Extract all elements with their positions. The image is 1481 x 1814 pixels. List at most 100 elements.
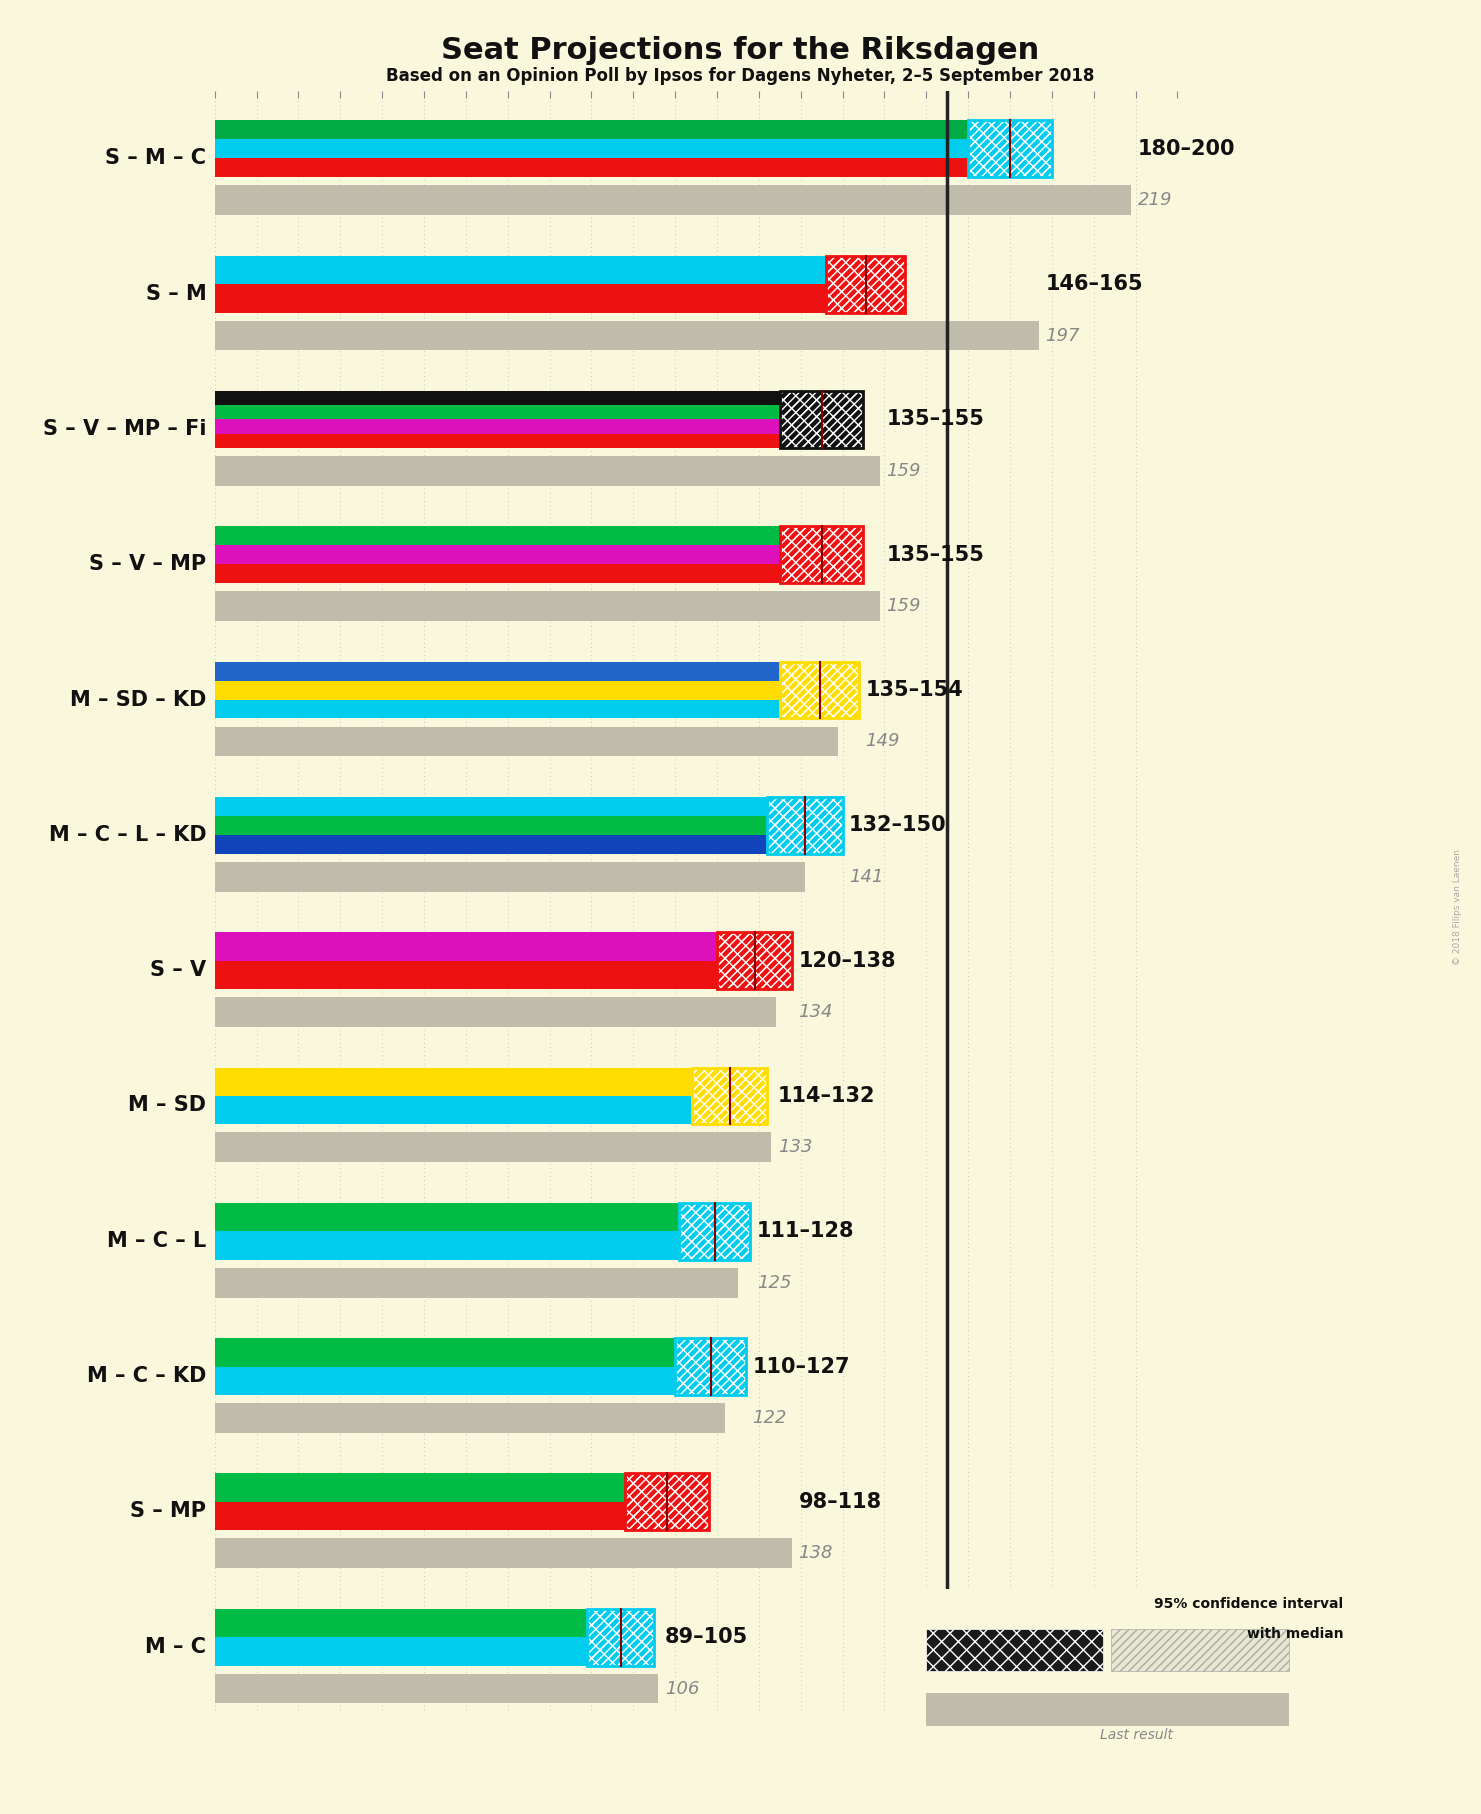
Bar bbox=[675, 1339, 746, 1395]
Bar bbox=[215, 1609, 655, 1636]
Text: M – C: M – C bbox=[145, 1636, 206, 1656]
Bar bbox=[215, 158, 1052, 178]
Bar bbox=[215, 727, 838, 756]
Text: 95% confidence interval: 95% confidence interval bbox=[1154, 1596, 1343, 1611]
Text: 149: 149 bbox=[865, 733, 900, 751]
Bar bbox=[215, 998, 776, 1027]
Bar bbox=[717, 932, 792, 989]
Bar bbox=[675, 1339, 746, 1395]
Bar bbox=[767, 796, 843, 854]
Bar bbox=[215, 321, 1040, 350]
Text: M – SD – KD: M – SD – KD bbox=[70, 689, 206, 709]
Text: 141: 141 bbox=[849, 867, 883, 885]
Bar bbox=[680, 1203, 751, 1259]
Bar bbox=[780, 526, 863, 582]
Text: 159: 159 bbox=[887, 463, 921, 481]
Bar bbox=[215, 1538, 792, 1567]
Bar bbox=[215, 120, 1052, 140]
Bar bbox=[215, 1232, 751, 1259]
Bar bbox=[215, 1132, 772, 1163]
Bar bbox=[680, 1203, 751, 1259]
Bar bbox=[215, 434, 863, 448]
Bar bbox=[215, 1502, 708, 1531]
Text: 106: 106 bbox=[665, 1680, 699, 1698]
Bar bbox=[215, 419, 863, 434]
Bar bbox=[215, 1339, 746, 1366]
Bar bbox=[826, 256, 905, 312]
Text: 219: 219 bbox=[1137, 190, 1171, 209]
Text: 135–155: 135–155 bbox=[887, 544, 985, 564]
Text: 133: 133 bbox=[778, 1139, 812, 1156]
Bar bbox=[215, 1203, 751, 1232]
Bar bbox=[780, 526, 863, 582]
Bar bbox=[588, 1609, 655, 1665]
Bar bbox=[215, 834, 843, 854]
Bar bbox=[215, 796, 843, 816]
Text: M – C – L – KD: M – C – L – KD bbox=[49, 825, 206, 845]
Bar bbox=[780, 392, 863, 448]
Bar bbox=[767, 796, 843, 854]
Text: 120–138: 120–138 bbox=[798, 951, 896, 970]
Text: Last result: Last result bbox=[1100, 1729, 1173, 1741]
Text: S – V – MP: S – V – MP bbox=[89, 555, 206, 575]
Bar bbox=[969, 120, 1052, 178]
Text: 114–132: 114–132 bbox=[778, 1087, 875, 1107]
Text: 89–105: 89–105 bbox=[665, 1627, 748, 1647]
Text: 110–127: 110–127 bbox=[752, 1357, 850, 1377]
Text: 134: 134 bbox=[798, 1003, 834, 1021]
Text: 135–155: 135–155 bbox=[887, 410, 985, 430]
Bar bbox=[215, 591, 880, 620]
Bar bbox=[680, 1203, 751, 1259]
Text: M – C – L: M – C – L bbox=[107, 1230, 206, 1250]
Text: 146–165: 146–165 bbox=[1046, 274, 1143, 294]
Bar bbox=[215, 932, 792, 961]
Bar bbox=[1111, 1629, 1288, 1671]
Bar bbox=[215, 546, 863, 564]
Text: S – MP: S – MP bbox=[130, 1502, 206, 1522]
Text: © 2018 Filips van Laenen: © 2018 Filips van Laenen bbox=[1453, 849, 1462, 965]
Bar bbox=[969, 120, 1052, 178]
Bar bbox=[215, 961, 792, 989]
Text: 98–118: 98–118 bbox=[798, 1491, 881, 1511]
Bar bbox=[625, 1473, 708, 1531]
Bar bbox=[215, 256, 905, 285]
Bar bbox=[780, 392, 863, 448]
Bar bbox=[826, 256, 905, 312]
Text: 138: 138 bbox=[798, 1544, 834, 1562]
Bar bbox=[675, 1339, 746, 1395]
Bar bbox=[780, 662, 859, 718]
Text: Based on an Opinion Poll by Ipsos for Dagens Nyheter, 2–5 September 2018: Based on an Opinion Poll by Ipsos for Da… bbox=[387, 67, 1094, 85]
Text: 159: 159 bbox=[887, 597, 921, 615]
Bar bbox=[215, 816, 843, 834]
Bar bbox=[926, 1692, 1288, 1725]
Text: S – M: S – M bbox=[145, 283, 206, 303]
Bar bbox=[780, 662, 859, 718]
Bar bbox=[215, 1268, 738, 1297]
Bar bbox=[780, 662, 859, 718]
Bar bbox=[588, 1609, 655, 1665]
Text: S – V – MP – Fi: S – V – MP – Fi bbox=[43, 419, 206, 439]
Bar bbox=[717, 932, 792, 989]
Text: 180–200: 180–200 bbox=[1137, 140, 1235, 160]
Bar bbox=[215, 662, 859, 680]
Bar bbox=[717, 932, 792, 989]
Bar bbox=[780, 526, 863, 582]
Bar bbox=[215, 862, 804, 892]
Bar bbox=[692, 1067, 767, 1125]
Text: M – C – KD: M – C – KD bbox=[87, 1366, 206, 1386]
Text: S – V: S – V bbox=[150, 960, 206, 980]
Bar bbox=[780, 392, 863, 448]
Bar bbox=[215, 185, 1131, 216]
Bar bbox=[215, 1674, 659, 1703]
Bar bbox=[215, 1473, 708, 1502]
Text: S – M – C: S – M – C bbox=[105, 149, 206, 169]
Text: 135–154: 135–154 bbox=[865, 680, 963, 700]
Text: Seat Projections for the Riksdagen: Seat Projections for the Riksdagen bbox=[441, 36, 1040, 65]
Bar bbox=[215, 285, 905, 312]
Bar bbox=[926, 1629, 1103, 1671]
Bar bbox=[767, 796, 843, 854]
Bar bbox=[625, 1473, 708, 1531]
Bar bbox=[215, 1636, 655, 1665]
Bar bbox=[215, 392, 863, 405]
Text: 125: 125 bbox=[757, 1273, 791, 1292]
